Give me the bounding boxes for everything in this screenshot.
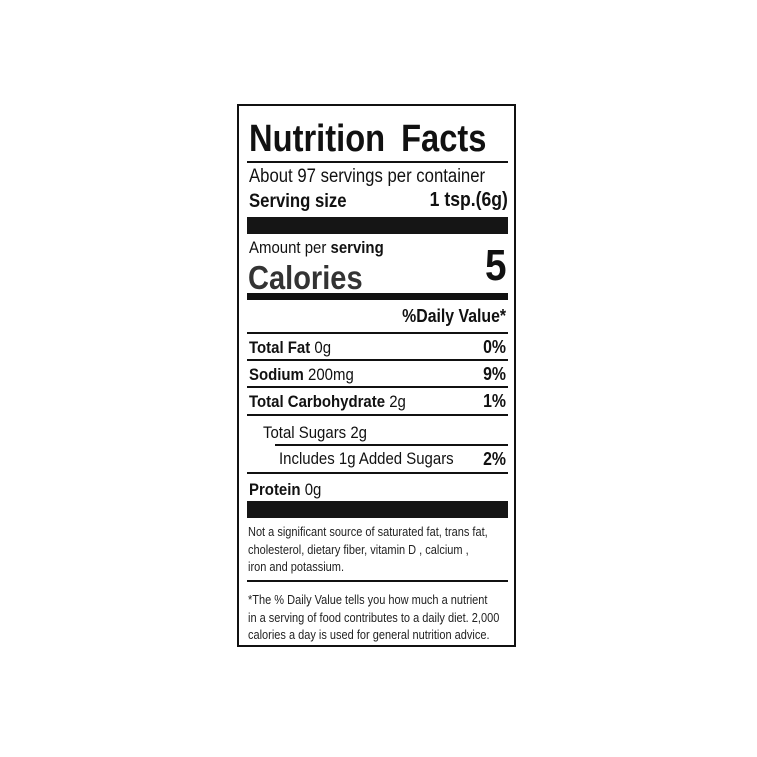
amount-per-prefix: Amount per [249,238,331,257]
nutrient-amount: 200mg [308,365,354,384]
nutrient-name: Total Fat [249,338,311,357]
nutrient-amount: 0g [314,338,332,357]
footnote-line: cholesterol, dietary fiber, vitamin D , … [248,543,469,557]
nutrition-facts-label: Nutrition Facts About 97 servings per co… [237,104,516,647]
nutrient-dv: 1% [483,391,506,411]
amount-per-serving: Amount per serving [249,239,384,256]
thick-bar [247,501,508,518]
serving-size-label: Serving size [249,191,347,212]
servings-per-container: About 97 servings per container [249,166,486,187]
nutrient-amount: 0g [304,480,322,499]
nutrient-dv: 0% [483,337,506,357]
nutrient-row-protein: Protein 0g [249,481,321,498]
nutrient-name: Sodium [249,365,304,384]
nutrient-row-total-carbohydrate: Total Carbohydrate 2g [249,393,406,410]
divider [247,472,508,474]
divider [247,414,508,416]
calories-value: 5 [484,241,506,290]
divider [247,332,508,334]
nutrient-amount: 2g [389,392,406,411]
nutrient-name: Includes 1g Added Sugars [279,449,454,468]
divider [247,161,508,163]
footnote-line: *The % Daily Value tells you how much a … [248,593,488,607]
serving-size-value: 1 tsp.(6g) [429,189,508,211]
divider [247,580,508,582]
footnote-line: in a serving of food contributes to a da… [248,611,500,625]
nutrient-dv: 9% [483,364,506,384]
amount-per-bold: serving [330,238,384,257]
nutrient-name: Total Sugars [263,423,347,442]
footnote-line: Not a significant source of saturated fa… [248,525,488,539]
divider [275,444,508,446]
nutrient-row-sodium: Sodium 200mg [249,366,354,383]
nutrient-amount: 2g [350,423,367,442]
nutrient-row-added-sugars: Includes 1g Added Sugars [279,450,454,467]
thick-bar [247,217,508,234]
nutrient-name: Total Carbohydrate [249,392,386,411]
divider [247,359,508,361]
footnote-line: calories a day is used for general nutri… [248,628,490,642]
label-title: Nutrition Facts [249,118,487,160]
medium-bar [247,293,508,300]
nutrient-name: Protein [249,480,301,499]
daily-value-header: %Daily Value* [402,306,506,326]
divider [247,386,508,388]
nutrient-row-total-fat: Total Fat 0g [249,339,331,356]
calories-label: Calories [248,259,363,296]
nutrient-dv: 2% [483,449,506,469]
footnote-line: iron and potassium. [248,560,345,574]
nutrient-row-total-sugars: Total Sugars 2g [263,424,367,441]
